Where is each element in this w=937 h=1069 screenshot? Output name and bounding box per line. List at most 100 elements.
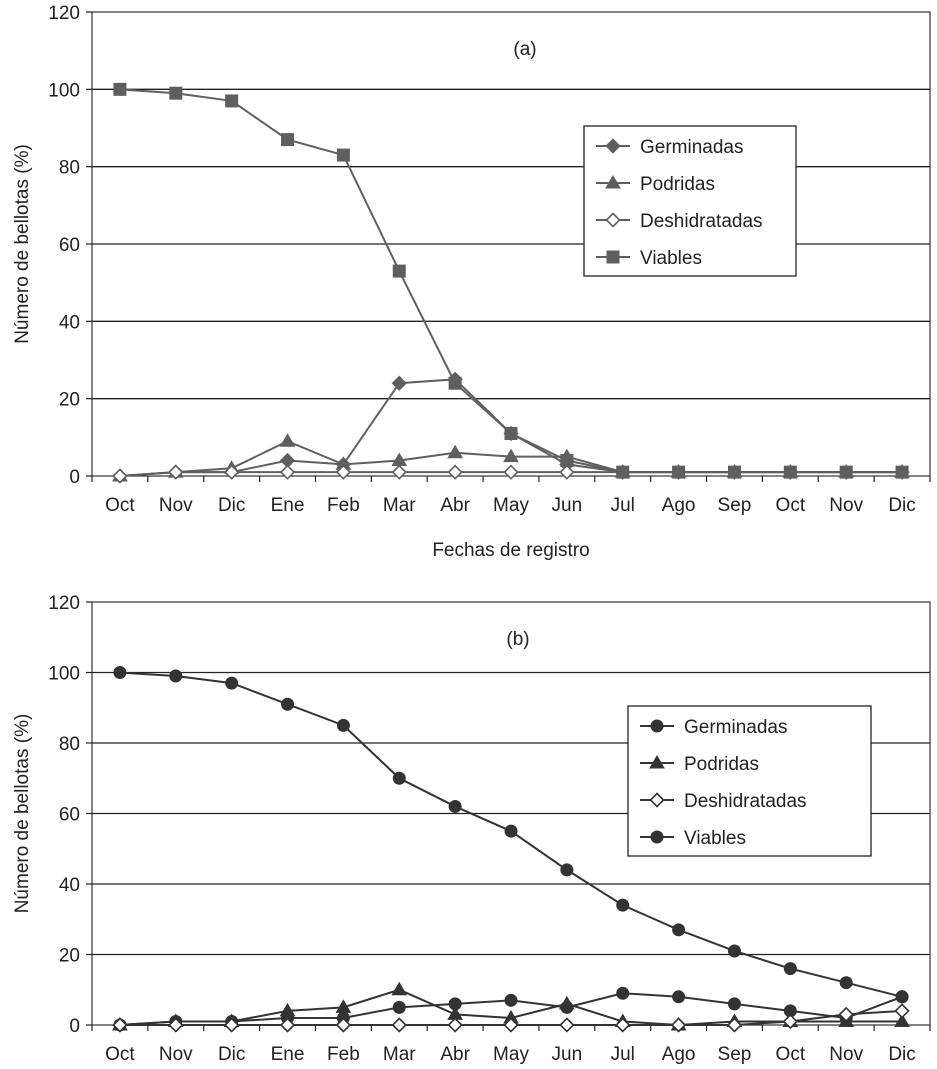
x-tick-label: Ene <box>271 1044 305 1065</box>
data-point <box>279 1002 296 1017</box>
y-tick-label: 20 <box>59 946 80 967</box>
data-point <box>783 962 797 976</box>
legend-marker <box>650 830 664 844</box>
x-tick-label: Jul <box>611 495 635 516</box>
data-point <box>670 1017 687 1033</box>
legend-label: Podridas <box>684 754 759 775</box>
data-point <box>616 986 630 1000</box>
legend-label: Viables <box>640 248 702 269</box>
legend-label: Viables <box>684 828 746 849</box>
legend-label: Podridas <box>640 174 715 195</box>
y-axis-title: Número de bellotas (%) <box>12 144 33 344</box>
y-tick-label: 0 <box>69 467 80 488</box>
data-point <box>447 464 463 480</box>
data-point <box>281 697 295 711</box>
x-tick-label: Dic <box>888 1044 915 1065</box>
data-point <box>335 999 352 1013</box>
x-tick-label: Abr <box>440 495 470 516</box>
y-tick-label: 100 <box>48 664 80 685</box>
data-point <box>504 993 518 1007</box>
data-point <box>616 465 630 479</box>
legend-marker <box>605 175 621 189</box>
data-point <box>672 923 686 937</box>
data-point <box>558 995 575 1010</box>
data-point <box>113 82 127 96</box>
data-point <box>616 898 630 912</box>
data-point <box>168 464 184 480</box>
data-point <box>504 824 518 838</box>
x-tick-label: Nov <box>829 1044 863 1065</box>
x-tick-label: Oct <box>776 495 806 516</box>
x-tick-label: Jun <box>552 495 583 516</box>
x-tick-label: Jul <box>611 1044 635 1065</box>
data-point <box>447 1017 463 1033</box>
data-point <box>448 376 462 390</box>
data-point <box>503 448 519 463</box>
data-point <box>391 981 408 996</box>
data-point <box>335 1017 352 1033</box>
x-tick-label: May <box>493 1044 529 1065</box>
data-point <box>782 1013 798 1030</box>
x-tick-label: Nov <box>159 495 193 516</box>
x-tick-label: Jun <box>552 1044 583 1065</box>
x-tick-label: Oct <box>776 1044 806 1065</box>
chart-a: 0 20 40 60 80 100 120 Oct Nov Dic Ene Feb Mar Abr May J… <box>12 3 931 561</box>
data-point <box>112 1017 128 1033</box>
y-tick-label: 60 <box>59 805 80 826</box>
data-point <box>559 1017 575 1033</box>
data-point <box>224 464 240 480</box>
data-point <box>895 990 909 1004</box>
data-point <box>336 718 350 732</box>
legend-marker <box>649 755 665 769</box>
y-tick-label: 120 <box>48 593 80 614</box>
data-point <box>391 464 407 480</box>
legend: Germinadas Podridas Deshidratadas Viables <box>583 125 797 277</box>
y-tick-label: 0 <box>69 1016 80 1037</box>
series-viables <box>113 666 909 1004</box>
y-tick-label: 80 <box>59 158 80 179</box>
data-point <box>335 464 352 480</box>
data-point <box>281 133 295 147</box>
x-tick-label: Mar <box>383 495 416 516</box>
legend-label: Germinadas <box>684 717 788 738</box>
data-point <box>279 433 296 447</box>
x-tick-label: Dic <box>218 1044 245 1065</box>
x-tick-label: Sep <box>718 1044 752 1065</box>
x-axis-title: Fechas de registro <box>432 540 589 561</box>
data-point <box>503 1017 519 1033</box>
data-point <box>727 465 741 479</box>
x-tick-label: Dic <box>218 495 245 516</box>
x-tick-label: Feb <box>327 1044 360 1065</box>
data-point <box>895 465 909 479</box>
data-point <box>168 1017 184 1033</box>
data-point <box>392 264 406 278</box>
y-tick-label: 40 <box>59 312 80 333</box>
y-tick-label: 100 <box>48 80 80 101</box>
y-axis-title: Número de bellotas (%) <box>12 714 33 914</box>
data-point <box>726 1017 743 1033</box>
chart-b: 0 20 40 60 80 100 120 Oct Nov Dic Ene Feb Mar Abr May J… <box>12 593 931 1065</box>
data-point <box>336 148 350 162</box>
legend: Germinadas Podridas Deshidratadas Viables <box>627 705 872 857</box>
data-point <box>113 666 127 679</box>
data-point <box>727 944 741 958</box>
y-tick-label: 80 <box>59 734 80 755</box>
data-point <box>391 1017 407 1033</box>
legend-marker <box>650 719 664 733</box>
x-tick-label: Nov <box>829 495 863 516</box>
legend-marker <box>649 792 665 808</box>
chart-title: (b) <box>506 629 529 650</box>
x-tick-label: Feb <box>327 495 360 516</box>
data-point <box>448 799 462 813</box>
x-tick-label: Nov <box>159 1044 193 1065</box>
data-point <box>560 454 574 468</box>
data-point <box>672 465 686 479</box>
data-point <box>169 669 183 683</box>
chart-title: (a) <box>513 39 536 60</box>
data-point <box>615 1017 631 1033</box>
data-point <box>560 863 574 877</box>
x-tick-label: Dic <box>888 495 915 516</box>
data-point <box>169 86 183 100</box>
